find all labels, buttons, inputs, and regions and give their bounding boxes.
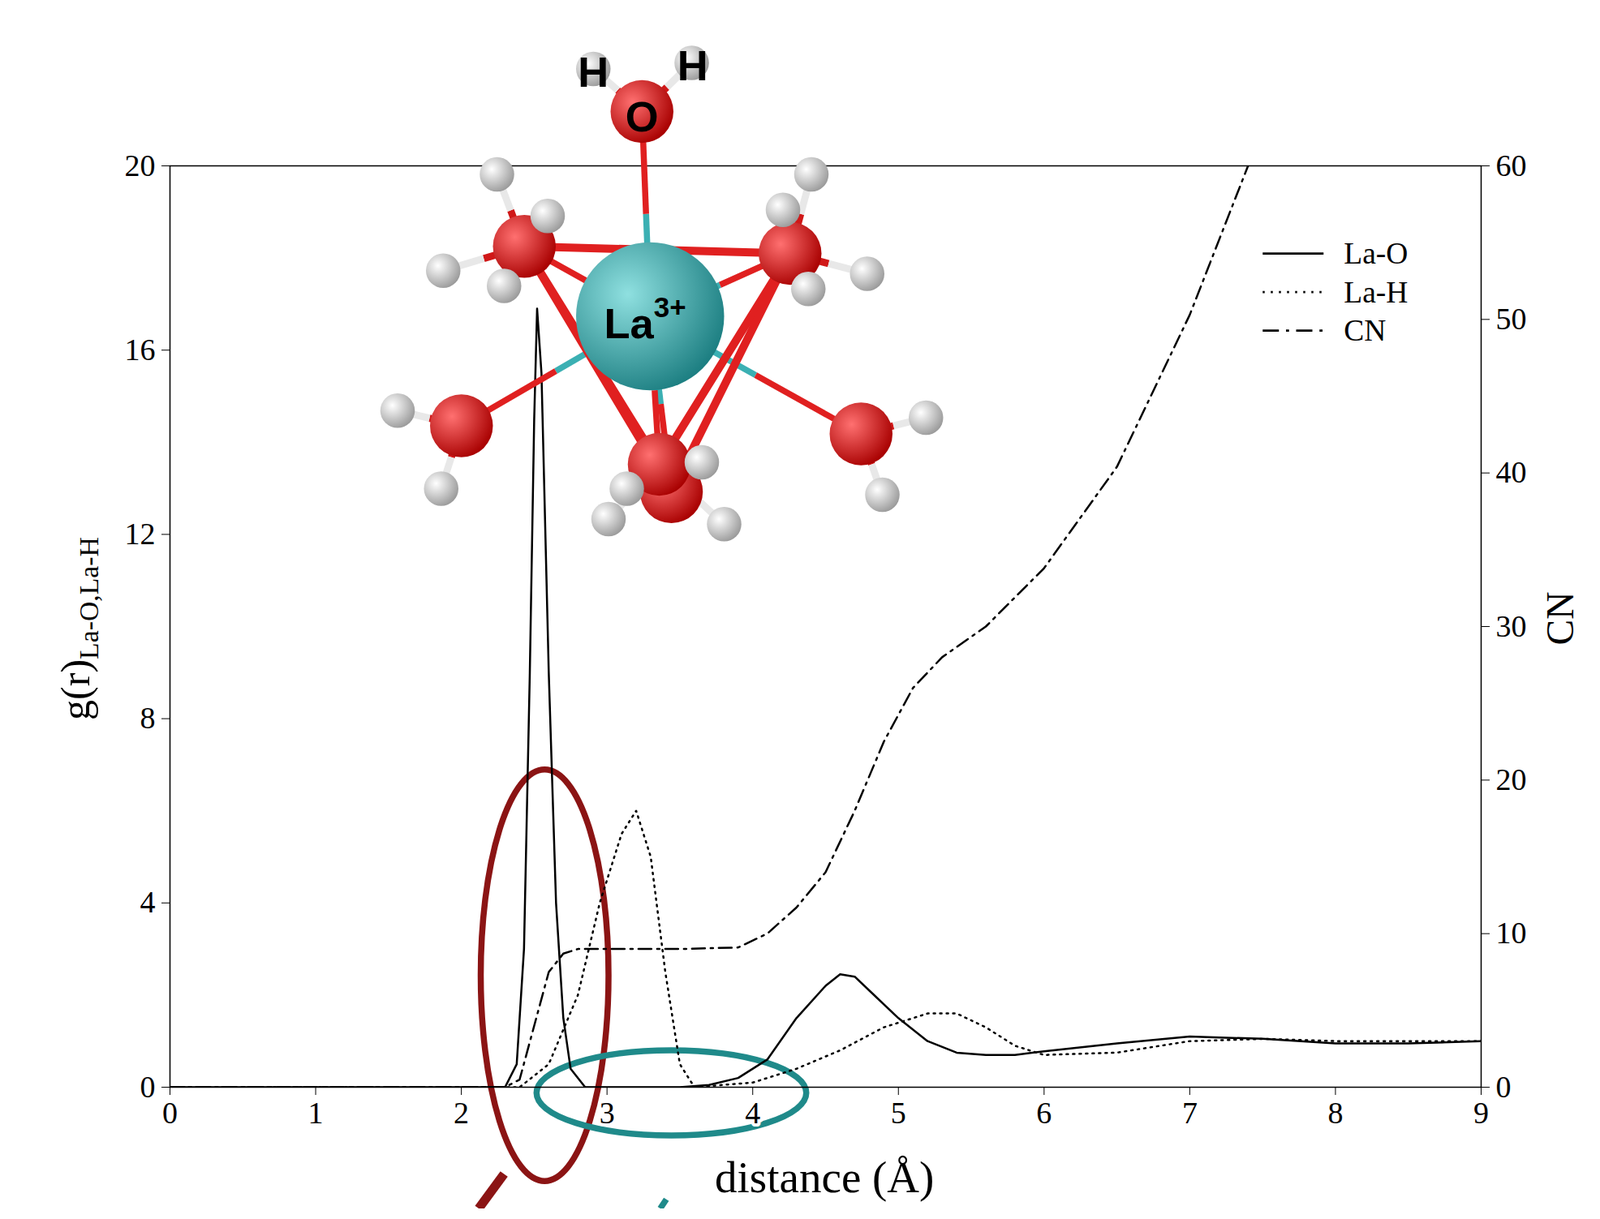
svg-text:CN: CN (1539, 592, 1582, 646)
svg-text:6: 6 (1036, 1096, 1052, 1131)
svg-text:La3+: La3+ (603, 290, 686, 347)
svg-text:3: 3 (599, 1096, 616, 1131)
svg-text:40: 40 (1496, 455, 1527, 490)
svg-text:0: 0 (1496, 1070, 1512, 1105)
svg-text:La-H: La-H (1343, 275, 1408, 310)
svg-text:4: 4 (744, 1096, 761, 1131)
svg-text:H: H (577, 47, 609, 95)
svg-text:9: 9 (1473, 1096, 1489, 1131)
svg-text:50: 50 (1496, 301, 1527, 336)
svg-text:O: O (625, 91, 659, 140)
svg-text:1: 1 (308, 1096, 324, 1131)
svg-text:20: 20 (124, 148, 156, 183)
svg-text:distance (Å): distance (Å) (714, 1152, 934, 1203)
svg-text:CN: CN (1343, 313, 1386, 348)
svg-text:7: 7 (1182, 1096, 1198, 1131)
svg-text:5: 5 (890, 1096, 907, 1131)
svg-text:8: 8 (1327, 1096, 1343, 1131)
svg-text:La-O: La-O (1343, 236, 1408, 271)
svg-text:30: 30 (1496, 609, 1527, 644)
svg-text:16: 16 (124, 332, 156, 367)
svg-text:20: 20 (1496, 762, 1527, 797)
svg-text:0: 0 (162, 1096, 178, 1131)
svg-text:60: 60 (1496, 148, 1527, 183)
svg-text:12: 12 (124, 516, 156, 551)
svg-text:4: 4 (140, 885, 156, 920)
svg-text:g(r)La-O,La-H: g(r)La-O,La-H (52, 537, 104, 721)
svg-text:2: 2 (453, 1096, 469, 1131)
svg-text:8: 8 (140, 701, 156, 736)
svg-text:10: 10 (1496, 916, 1527, 951)
svg-text:0: 0 (140, 1070, 156, 1105)
svg-text:H: H (677, 41, 709, 90)
